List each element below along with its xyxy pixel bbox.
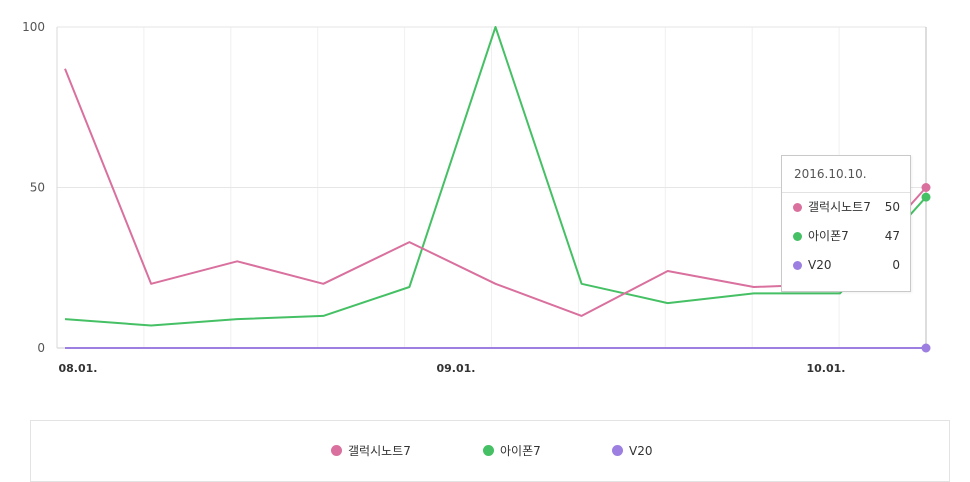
tooltip-series-value: 47	[884, 229, 900, 243]
data-tooltip: 2016.10.10. 갤럭시노트7 50 아이폰7 47 V20 0	[781, 155, 911, 292]
series-color-dot	[793, 232, 802, 241]
x-tick-label: 08.01.	[59, 362, 98, 375]
series-color-dot	[793, 203, 802, 212]
series-color-dot	[793, 261, 802, 270]
tooltip-series-label: 아이폰7	[808, 229, 849, 243]
legend-color-dot	[483, 445, 494, 456]
tooltip-row: 갤럭시노트7 50	[782, 193, 910, 222]
x-tick-label: 09.01.	[437, 362, 476, 375]
legend-item[interactable]: V20	[612, 443, 652, 459]
legend-label: 아이폰7	[500, 444, 541, 458]
tooltip-series-value: 50	[884, 200, 900, 214]
legend-label: V20	[629, 444, 653, 458]
tooltip-series-label: 갤럭시노트7	[808, 200, 871, 214]
tooltip-series-label: V20	[808, 258, 832, 272]
y-tick-label: 50	[30, 181, 45, 195]
y-tick-label: 0	[37, 341, 45, 355]
x-tick-label: 10.01.	[807, 362, 846, 375]
chart-legend: 갤럭시노트7 아이폰7 V20	[30, 420, 950, 482]
tooltip-row: 아이폰7 47	[782, 222, 910, 251]
series-line-2	[64, 26, 927, 327]
highlight-point[interactable]	[921, 192, 931, 202]
legend-item[interactable]: 갤럭시노트7	[331, 443, 411, 459]
legend-color-dot	[331, 445, 342, 456]
highlight-point[interactable]	[921, 343, 931, 353]
legend-label: 갤럭시노트7	[348, 444, 411, 458]
highlight-point[interactable]	[921, 183, 931, 192]
tooltip-date: 2016.10.10.	[782, 156, 910, 193]
legend-item[interactable]: 아이폰7	[483, 443, 541, 459]
y-tick-label: 100	[22, 20, 45, 34]
tooltip-series-value: 0	[892, 258, 900, 272]
tooltip-row: V20 0	[782, 251, 910, 280]
legend-color-dot	[612, 445, 623, 456]
